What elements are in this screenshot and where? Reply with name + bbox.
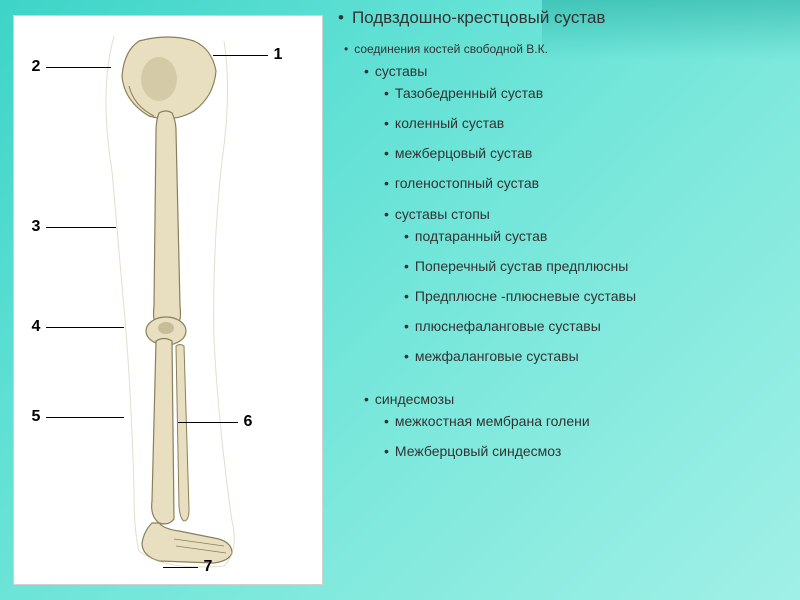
diagram-label-2: 2	[32, 58, 112, 76]
diagram-label-6: 6	[178, 413, 253, 431]
outline-item: межберцовый сустав	[384, 144, 790, 162]
outline-item: Тазобедренный сустав	[384, 84, 790, 102]
spacer	[338, 370, 790, 390]
diagram-label-7: 7	[163, 558, 213, 576]
title-text: Подвздошно-крестцовый сустав	[352, 8, 606, 27]
outline-item: подтаранный сустав	[404, 227, 790, 245]
slide: 1 2 3 4 5 6 7 • Подвздошно-крестцовый сустав со…	[0, 0, 800, 600]
outline-item: синдесмозы	[364, 390, 790, 408]
spacer	[338, 279, 790, 287]
spacer	[338, 136, 790, 144]
outline-item: Межберцовый синдесмоз	[384, 442, 790, 460]
spacer	[338, 309, 790, 317]
outline-item: суставы	[364, 62, 790, 80]
outline-item: Поперечный сустав предплюсны	[404, 257, 790, 275]
outline-item: коленный сустав	[384, 114, 790, 132]
outline-item: межкостная мембрана голени	[384, 412, 790, 430]
bullet-icon: •	[338, 8, 344, 27]
diagram-label-5: 5	[32, 408, 125, 426]
spacer	[338, 106, 790, 114]
spacer	[338, 197, 790, 205]
leg-bone-diagram: 1 2 3 4 5 6 7	[13, 15, 323, 585]
outline-item: Предплюсне -плюсневые суставы	[404, 287, 790, 305]
diagram-label-1: 1	[213, 46, 283, 64]
diagram-label-4: 4	[32, 318, 125, 336]
content-outline: • Подвздошно-крестцовый сустав соединения…	[338, 8, 790, 460]
outline-item: межфаланговые суставы	[404, 347, 790, 365]
diagram-label-3: 3	[32, 218, 117, 236]
leg-skeleton-icon	[104, 31, 254, 571]
outline-item: суставы стопы	[384, 205, 790, 223]
outline-list: соединения костей свободной В.К. суставы Т…	[338, 42, 790, 460]
spacer	[338, 166, 790, 174]
spacer	[338, 249, 790, 257]
text-pane: • Подвздошно-крестцовый сустав соединения…	[330, 0, 800, 600]
outline-item: соединения костей свободной В.К.	[344, 42, 790, 58]
diagram-pane: 1 2 3 4 5 6 7	[0, 0, 330, 600]
spacer	[338, 339, 790, 347]
slide-title: • Подвздошно-крестцовый сустав	[338, 8, 790, 28]
spacer	[338, 434, 790, 442]
outline-item: голеностопный сустав	[384, 174, 790, 192]
outline-item: плюснефаланговые суставы	[404, 317, 790, 335]
